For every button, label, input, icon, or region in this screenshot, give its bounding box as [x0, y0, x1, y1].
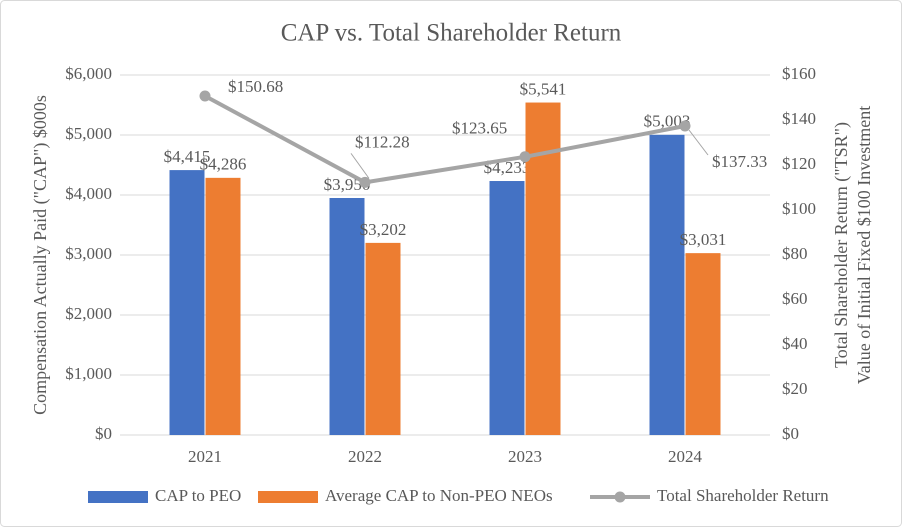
- x-tick-label: 2023: [508, 447, 542, 466]
- data-label: $150.68: [228, 77, 283, 96]
- y2-tick-label: $140: [782, 109, 816, 128]
- data-label: $4,415: [164, 147, 211, 166]
- bar: [205, 177, 241, 435]
- bar: [365, 242, 401, 435]
- legend-label: Average CAP to Non-PEO NEOs: [325, 486, 553, 505]
- data-label: $3,031: [680, 230, 727, 249]
- tsr-point: [519, 151, 531, 163]
- y-tick-label: $4,000: [65, 184, 112, 203]
- data-label: $4,286: [200, 155, 247, 174]
- legend-swatch: [258, 491, 318, 503]
- y-tick-label: $5,000: [65, 124, 112, 143]
- y-axis-title: Compensation Actually Paid ("CAP") $000s: [30, 95, 51, 415]
- legend-label: CAP to PEO: [155, 486, 241, 505]
- tsr-point: [359, 176, 371, 188]
- data-label: $5,541: [520, 79, 567, 98]
- y2-tick-label: $80: [782, 244, 808, 263]
- x-tick-label: 2022: [348, 447, 382, 466]
- legend-swatch: [614, 491, 626, 503]
- tsr-point: [199, 90, 211, 102]
- y2-tick-label: $0: [782, 424, 799, 443]
- chart-title: CAP vs. Total Shareholder Return: [281, 20, 622, 47]
- y2-tick-label: $40: [782, 334, 808, 353]
- data-label: $137.33: [712, 152, 767, 171]
- x-tick-label: 2024: [668, 447, 703, 466]
- bar: [329, 198, 365, 435]
- bar: [525, 102, 561, 435]
- bar: [489, 181, 525, 435]
- leader-line: [350, 153, 370, 179]
- leader-line: [688, 129, 709, 156]
- y2-tick-label: $120: [782, 154, 816, 173]
- data-label: $123.65: [452, 119, 507, 138]
- tsr-line: [204, 94, 686, 185]
- y-tick-label: $0: [95, 424, 112, 443]
- y-tick-label: $6,000: [65, 64, 112, 83]
- y2-tick-label: $20: [782, 379, 808, 398]
- y-tick-label: $3,000: [65, 244, 112, 263]
- data-label: $3,202: [360, 220, 407, 239]
- bar: [169, 170, 205, 435]
- bar: [649, 134, 685, 435]
- y-tick-label: $2,000: [65, 304, 112, 323]
- x-tick-label: 2021: [188, 447, 222, 466]
- legend-swatch: [88, 491, 148, 503]
- y2-tick-label: $100: [782, 199, 816, 218]
- y-tick-label: $1,000: [65, 364, 112, 383]
- y2-tick-label: $160: [782, 64, 816, 83]
- legend-label: Total Shareholder Return: [657, 486, 829, 505]
- data-label: $112.28: [355, 132, 410, 151]
- bar: [685, 253, 721, 435]
- y2-axis-title: Value of Initial Fixed $100 Investment: [854, 106, 874, 384]
- y2-tick-label: $60: [782, 289, 808, 308]
- tsr-point: [679, 120, 691, 132]
- y2-axis-title: Total Shareholder Return ("TSR"): [831, 122, 852, 368]
